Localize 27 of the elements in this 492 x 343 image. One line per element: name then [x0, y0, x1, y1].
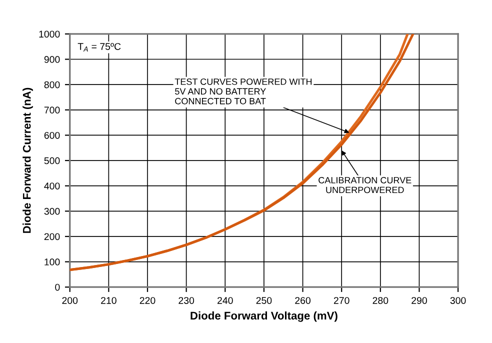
x-tick-label: 220: [140, 297, 156, 304]
x-tick-label: 280: [372, 297, 388, 304]
x-tick-label: 200: [62, 297, 78, 304]
x-axis-title: Diode Forward Voltage (mV): [190, 311, 338, 322]
x-tick-label: 240: [218, 297, 233, 304]
x-tick-label: 260: [295, 297, 311, 304]
x-tick-label: 230: [178, 297, 194, 304]
annotation: T$_{A}$ = 75ºC: [78, 43, 121, 52]
x-tick-label: 270: [334, 297, 350, 304]
x-tick-label: 210: [101, 297, 116, 304]
y-tick-label: 1000: [39, 30, 60, 38]
y-tick-label: 100: [44, 258, 60, 266]
y-tick-label: 200: [44, 233, 60, 240]
y-tick-label: 300: [44, 208, 60, 215]
y-tick-label: 700: [44, 106, 60, 114]
y-axis-title: Diode Forward Current (nA): [22, 88, 33, 233]
x-tick-label: 300: [450, 297, 466, 304]
y-tick-label: 400: [44, 182, 60, 190]
annotation: TEST CURVES POWERED WITH 5V AND NO BATTERY CONNECTED TO BAT: [174, 78, 312, 104]
y-tick-label: 900: [44, 56, 60, 63]
y-tick-label: 0: [55, 284, 60, 291]
y-tick-label: 600: [44, 132, 60, 139]
y-tick-label: 500: [44, 157, 60, 164]
x-tick-label: 250: [256, 297, 272, 304]
y-tick-label: 800: [44, 81, 60, 88]
x-tick-label: 290: [412, 297, 427, 304]
annotation: CALIBRATION CURVE UNDERPOWERED: [318, 177, 412, 194]
